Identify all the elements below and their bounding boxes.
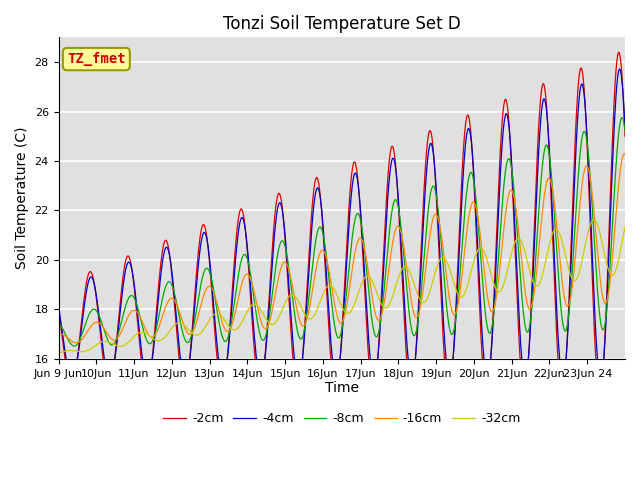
- -2cm: [504, 106, 511, 112]
- -8cm: [54, 321, 62, 326]
- -32cm: [590, 216, 598, 222]
- -8cm: [618, 115, 626, 120]
- -4cm: [244, 255, 252, 261]
- -2cm: [244, 256, 252, 262]
- -4cm: [504, 117, 512, 122]
- -4cm: [68, 376, 76, 382]
- -8cm: [244, 260, 252, 265]
- -4cm: [554, 333, 562, 339]
- -16cm: [54, 331, 62, 337]
- -16cm: [430, 213, 438, 218]
- -2cm: [554, 351, 561, 357]
- -16cm: [620, 151, 628, 157]
- -16cm: [621, 151, 629, 157]
- -32cm: [54, 350, 62, 356]
- -16cm: [504, 194, 512, 200]
- -32cm: [244, 308, 252, 313]
- -8cm: [430, 184, 438, 190]
- Y-axis label: Soil Temperature (C): Soil Temperature (C): [15, 127, 29, 269]
- -32cm: [554, 227, 561, 233]
- -32cm: [167, 327, 175, 333]
- -8cm: [621, 128, 629, 133]
- -4cm: [621, 125, 629, 131]
- -4cm: [616, 66, 623, 72]
- -16cm: [167, 295, 175, 301]
- Line: -4cm: -4cm: [58, 69, 625, 379]
- -2cm: [167, 261, 175, 267]
- -4cm: [167, 263, 175, 268]
- Line: -32cm: -32cm: [58, 219, 625, 353]
- -8cm: [504, 156, 512, 162]
- -2cm: [54, 307, 62, 312]
- Line: -16cm: -16cm: [58, 154, 625, 343]
- Line: -2cm: -2cm: [58, 52, 625, 396]
- Title: Tonzi Soil Temperature Set D: Tonzi Soil Temperature Set D: [223, 15, 461, 33]
- -2cm: [596, 393, 604, 398]
- -2cm: [621, 133, 629, 139]
- -2cm: [615, 49, 623, 55]
- -8cm: [554, 269, 562, 275]
- X-axis label: Time: Time: [324, 382, 359, 396]
- -16cm: [72, 340, 80, 346]
- -8cm: [70, 343, 78, 349]
- -32cm: [180, 323, 188, 328]
- -8cm: [167, 281, 175, 287]
- -32cm: [430, 275, 438, 281]
- -2cm: [180, 384, 188, 389]
- -4cm: [54, 304, 62, 310]
- Legend: -2cm, -4cm, -8cm, -16cm, -32cm: -2cm, -4cm, -8cm, -16cm, -32cm: [158, 407, 525, 430]
- -32cm: [621, 224, 629, 230]
- Line: -8cm: -8cm: [58, 118, 625, 346]
- -16cm: [554, 238, 562, 243]
- -32cm: [504, 266, 511, 272]
- Text: TZ_fmet: TZ_fmet: [67, 52, 125, 66]
- -8cm: [181, 336, 189, 342]
- -4cm: [181, 376, 189, 382]
- -2cm: [430, 152, 438, 157]
- -16cm: [244, 272, 252, 278]
- -16cm: [181, 325, 189, 331]
- -4cm: [430, 158, 438, 164]
